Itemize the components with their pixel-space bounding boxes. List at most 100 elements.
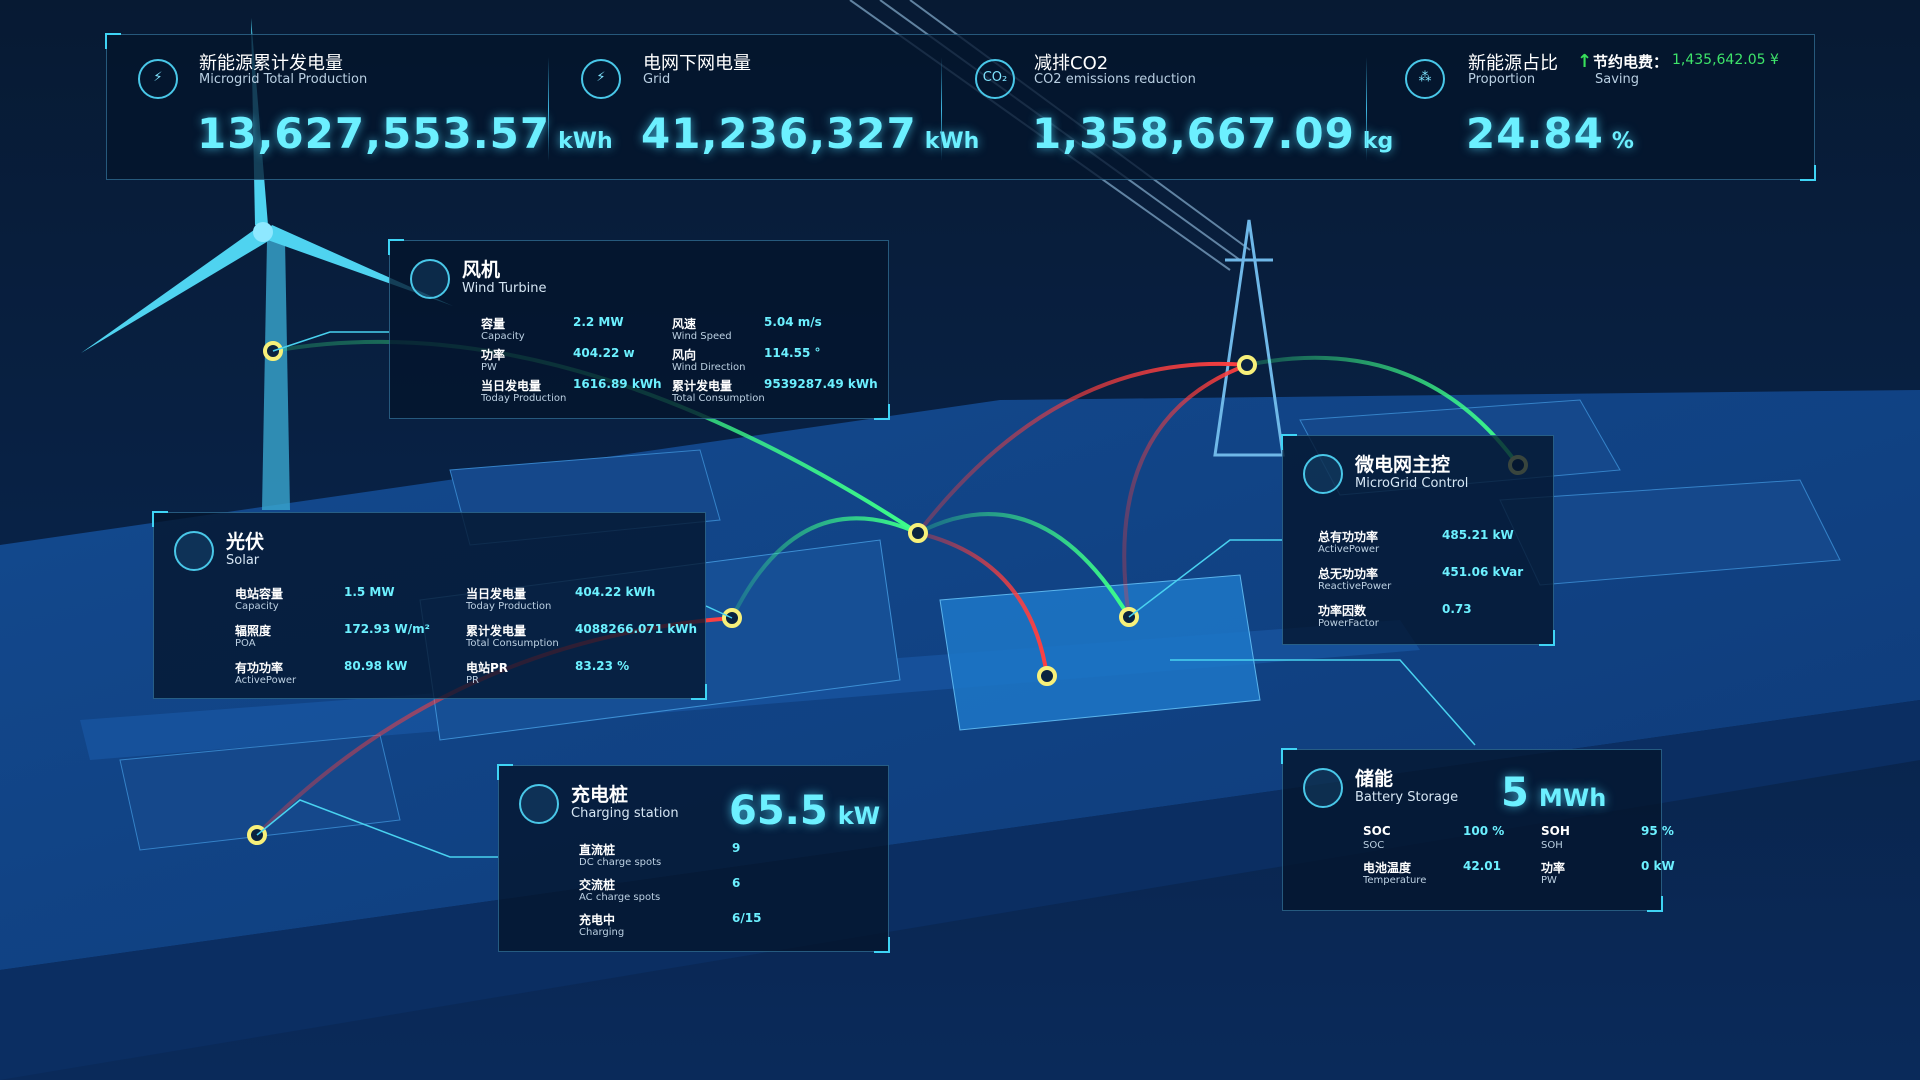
unit: kWh [924, 129, 980, 154]
field-sublabel: Total Consumption [466, 638, 559, 649]
charging-panel: 充电桩 Charging station 65.5 kW 直流桩 DC charge sp… [497, 764, 890, 953]
stat-subtitle: Proportion [1468, 72, 1536, 87]
panel-subtitle: MicroGrid Control [1355, 476, 1469, 491]
field-value: 5.04 m/s [764, 315, 822, 329]
panel-title: 风机 [462, 259, 501, 281]
field-value: 42.01 [1463, 859, 1501, 873]
field-label: 交流桩 [579, 878, 616, 892]
connector [705, 605, 733, 619]
flow-arc [917, 531, 1049, 677]
parking [119, 734, 401, 851]
stat-value: 41,236,327 kWh [641, 109, 979, 158]
field-sublabel: Wind Speed [672, 331, 732, 342]
value: 5 [1501, 770, 1529, 816]
field-sublabel: DC charge spots [579, 857, 662, 868]
icon-glyph: ⚡ [596, 70, 606, 85]
field-value: 404.22 kWh [575, 585, 656, 599]
field-sublabel: PR [466, 675, 479, 686]
panel-subtitle: Charging station [571, 806, 679, 821]
field-sublabel: ActivePower [235, 675, 297, 686]
field-sublabel: PW [481, 362, 497, 373]
unit: kg [1362, 129, 1394, 154]
panel-icon [1303, 768, 1343, 808]
panel-icon [519, 784, 559, 824]
big-value: 65.5 kW [729, 788, 880, 834]
field-sublabel: Total Consumption [672, 393, 765, 404]
panel-subtitle: Solar [226, 553, 260, 568]
field-label: 电池温度 [1363, 861, 1412, 875]
flow-arc [1246, 355, 1520, 467]
field-label: 电站PR [466, 661, 509, 675]
field-sublabel: Capacity [481, 331, 525, 342]
node [1037, 666, 1057, 686]
flow-arc [730, 516, 919, 619]
field-sublabel: ReactivePower [1318, 581, 1392, 592]
field-value: 95 % [1641, 824, 1674, 838]
saving-subtitle: Saving [1595, 72, 1640, 87]
field-value: 0 kW [1641, 859, 1675, 873]
panel-title: 光伏 [226, 531, 265, 553]
stat-icon: ⚡ [581, 59, 621, 99]
summary-bar: ⚡ 新能源累计发电量 Microgrid Total Production 13… [105, 33, 1816, 181]
turbine-hub [253, 222, 273, 242]
field-sublabel: ActivePower [1318, 544, 1380, 555]
unit: kWh [558, 129, 613, 154]
stat-value: 13,627,553.57 kWh [197, 109, 613, 158]
panel-icon [1303, 454, 1343, 494]
icon-glyph: ⁂ [1418, 70, 1432, 85]
field-value: 0.73 [1442, 602, 1472, 616]
battery-panel: 储能 Battery Storage 5 MWh SOC SOC 100 % 电池温度 Temp… [1281, 748, 1675, 912]
flow-arc [916, 361, 1248, 535]
field-value: 114.55 ° [764, 346, 821, 360]
field-value: 2.2 MW [573, 315, 624, 329]
field-label: 总无功功率 [1318, 567, 1379, 581]
node [908, 523, 928, 543]
stat-subtitle: Microgrid Total Production [199, 72, 368, 87]
field-label: 电站容量 [235, 587, 284, 601]
panel-title: 储能 [1355, 768, 1394, 790]
unit: % [1611, 129, 1634, 154]
up-arrow-icon: ↑ [1577, 51, 1593, 72]
field-sublabel: PowerFactor [1318, 618, 1379, 629]
stat-value: 24.84% [1466, 109, 1634, 158]
field-label: 容量 [481, 317, 506, 331]
panel-subtitle: Wind Turbine [462, 281, 547, 296]
building [939, 574, 1261, 731]
field-sublabel: Capacity [235, 601, 279, 612]
value: 1,358,667.09 [1032, 109, 1355, 158]
field-sublabel: SOC [1363, 840, 1385, 851]
field-label: 总有功功率 [1318, 530, 1379, 544]
stat-title: 新能源累计发电量 [199, 53, 343, 74]
icon-glyph: ⚡ [153, 70, 163, 85]
field-value: 80.98 kW [344, 659, 408, 673]
field-sublabel: PW [1541, 875, 1557, 886]
field-label: SOH [1541, 824, 1570, 838]
field-value: 4088266.071 kWh [575, 622, 697, 636]
field-sublabel: Today Production [466, 601, 552, 612]
icon-text: CO₂ [982, 70, 1008, 85]
field-label: 当日发电量 [466, 587, 527, 601]
pylon [1213, 219, 1285, 457]
stat-subtitle: Grid [643, 72, 671, 87]
stat-subtitle: CO2 emissions reduction [1034, 72, 1196, 87]
field-label: 辐照度 [235, 624, 272, 638]
stat-icon: CO₂ [975, 59, 1015, 99]
unit: kW [837, 802, 881, 830]
field-value: 1616.89 kWh [573, 377, 662, 391]
wind-panel: 风机 Wind Turbine 容量 Capacity 2.2 MW 功率 PW 404.22… [388, 239, 890, 420]
field-value: 100 % [1463, 824, 1505, 838]
field-label: 当日发电量 [481, 379, 542, 393]
field-label: 有功功率 [235, 661, 284, 675]
stat-title: 减排CO2 [1034, 53, 1109, 74]
stat-icon: ⚡ [138, 59, 178, 99]
panel-title: 微电网主控 [1355, 454, 1451, 476]
connector [256, 799, 498, 858]
connector [1170, 659, 1476, 746]
connector [272, 331, 389, 352]
field-sublabel: Temperature [1363, 875, 1427, 886]
field-value: 83.23 % [575, 659, 630, 673]
panel-subtitle: Battery Storage [1355, 790, 1459, 805]
field-value: 172.93 W/m² [344, 622, 430, 636]
solar-panel: 光伏 Solar 电站容量 Capacity 1.5 MW 辐照度 POA 172.93 W/… [152, 511, 707, 700]
